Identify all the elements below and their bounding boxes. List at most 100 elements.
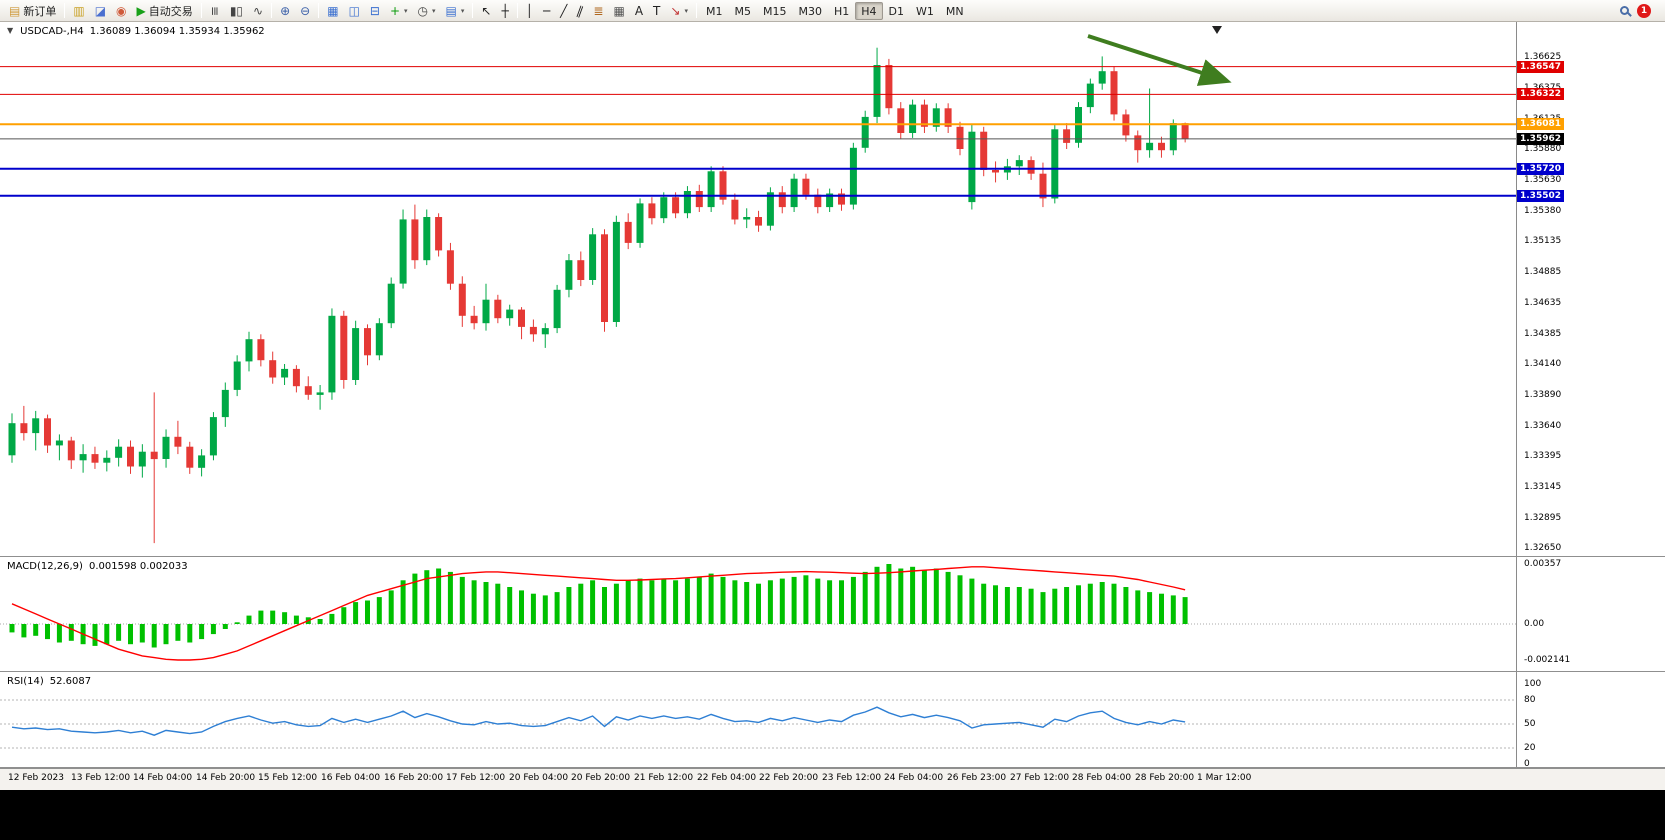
vertical-line-button[interactable]: │ <box>521 1 538 21</box>
panel-separator[interactable] <box>0 767 1665 768</box>
templates-button[interactable]: ▤ ▾ <box>441 1 470 21</box>
price-axis-label: 1.35135 <box>1524 236 1562 246</box>
arrange-windows-button[interactable]: ⊟ <box>365 1 385 21</box>
zoom-out-button[interactable]: ⊖ <box>295 1 315 21</box>
price-axis-label: 1.35380 <box>1524 206 1562 216</box>
cursor-button[interactable]: ↖ <box>476 1 496 21</box>
macd-panel: MACD(12,26,9) 0.001598 0.002033 0.00357 0… <box>0 557 1665 671</box>
time-axis-label: 12 Feb 2023 <box>8 773 65 783</box>
arrows-button[interactable]: ↘ ▾ <box>665 1 693 21</box>
price-axis-label: 1.35880 <box>1524 144 1562 154</box>
price-axis-label: 1.34635 <box>1524 298 1562 308</box>
new-order-button[interactable]: ▤ 新订单 <box>4 1 61 21</box>
timeframe-m30[interactable]: M30 <box>798 4 822 18</box>
price-level-tag: 1.36547 <box>1517 61 1564 73</box>
line-chart-button[interactable]: ∿ <box>248 1 268 21</box>
autotrading-button[interactable]: ▶ 自动交易 <box>132 1 198 21</box>
notification-badge[interactable]: 1 <box>1637 3 1651 18</box>
price-axis-label: 1.33145 <box>1524 482 1562 492</box>
toolbar-separator <box>516 3 518 18</box>
timeframe-m1[interactable]: M1 <box>705 4 723 18</box>
time-axis-label: 14 Feb 20:00 <box>196 773 256 783</box>
cursor-icon: ↖ <box>481 3 492 18</box>
trend-arrow-annotation[interactable] <box>1087 34 1232 86</box>
candlestick-chart-button[interactable]: ▮▯ <box>225 1 248 21</box>
timeframe-m5[interactable]: M5 <box>734 4 751 18</box>
rsi-axis-label: 0 <box>1524 759 1530 769</box>
scroll-position-marker-icon[interactable] <box>1212 26 1222 34</box>
arrows-icon: ↘ <box>670 3 681 18</box>
collapse-triangle-icon[interactable]: ▼ <box>7 26 14 35</box>
price-axis-label: 1.36625 <box>1524 52 1562 62</box>
refresh-icon: ◉ <box>116 3 127 18</box>
timeframe-m15[interactable]: M15 <box>762 4 787 18</box>
new-order-button-label: 新订单 <box>23 4 57 18</box>
price-axis-label: 1.33640 <box>1524 421 1562 431</box>
profiles-icon: ◪ <box>94 3 107 18</box>
shapes-button[interactable]: ▦ <box>608 1 629 21</box>
trendline-button[interactable]: ╱ <box>555 1 572 21</box>
time-axis[interactable]: 12 Feb 2023 13 Feb 12:00 14 Feb 04:00 14 Fe… <box>0 768 1665 790</box>
crosshair-icon: ┼ <box>501 3 509 18</box>
macd-axis-label: -0.002141 <box>1524 655 1571 665</box>
ohlc-values: 1.36089 1.36094 1.35934 1.35962 <box>89 26 265 37</box>
panel-separator[interactable] <box>0 556 1665 557</box>
timeframe-h4[interactable]: H4 <box>855 1 883 20</box>
zoom-in-button[interactable]: ⊕ <box>275 1 295 21</box>
fibonacci-button[interactable]: ≣ <box>588 1 608 21</box>
time-axis-label: 20 Feb 04:00 <box>509 773 569 783</box>
time-axis-label: 23 Feb 12:00 <box>822 773 882 783</box>
timeframe-d1[interactable]: D1 <box>888 4 904 18</box>
panel-separator[interactable] <box>0 671 1665 672</box>
price-axis-label: 1.32895 <box>1524 513 1562 523</box>
chart-title: ▼ USDCAD-,H4 1.36089 1.36094 1.35934 1.3… <box>7 26 265 37</box>
zoom-in-icon: ⊕ <box>280 3 291 18</box>
horizontal-line-button[interactable]: ─ <box>538 1 555 21</box>
rsi-plot[interactable] <box>0 672 1516 767</box>
label-button[interactable]: T <box>648 1 665 21</box>
time-axis-label: 22 Feb 20:00 <box>759 773 819 783</box>
profiles-button[interactable]: ◪ <box>90 1 111 21</box>
time-axis-label: 27 Feb 12:00 <box>1010 773 1070 783</box>
crosshair-button[interactable]: ┼ <box>496 1 513 21</box>
rsi-value-label: 52.6087 <box>49 676 92 687</box>
time-axis-label: 26 Feb 23:00 <box>947 773 1007 783</box>
toolbar-separator <box>271 3 273 18</box>
macd-values-label: 0.001598 0.002033 <box>88 561 188 572</box>
vertical-line-icon: │ <box>525 3 533 18</box>
price-axis-label: 1.32650 <box>1524 543 1562 553</box>
timeframe-mn[interactable]: MN <box>945 4 964 18</box>
rsi-name-label: RSI(14) <box>7 676 44 687</box>
charts-button[interactable]: ▥ <box>68 1 89 21</box>
bar-chart-button[interactable]: ≡ <box>205 1 225 21</box>
tile-windows-icon: ▦ <box>327 3 339 18</box>
toolbar-separator <box>200 3 202 18</box>
price-level-tag: 1.36322 <box>1517 88 1564 100</box>
horizontal-line-icon: ─ <box>542 3 551 18</box>
periods-button[interactable]: ◷ ▾ <box>413 1 441 21</box>
text-icon: A <box>634 3 644 18</box>
timeframe-w1[interactable]: W1 <box>915 4 934 18</box>
timeframe-h1[interactable]: H1 <box>833 4 850 18</box>
price-axis-label: 1.33395 <box>1524 451 1562 461</box>
cascade-windows-icon: ◫ <box>348 3 360 18</box>
channel-button[interactable]: ∥ <box>572 1 588 21</box>
time-axis-label: 14 Feb 04:00 <box>133 773 193 783</box>
search-icon[interactable] <box>1620 6 1629 15</box>
refresh-button[interactable]: ◉ <box>111 1 131 21</box>
candlestick-chart[interactable] <box>0 22 1516 556</box>
dropdown-caret-icon: ▾ <box>684 6 688 15</box>
macd-plot[interactable] <box>0 557 1516 671</box>
tile-windows-button[interactable]: ▦ <box>322 1 343 21</box>
text-button[interactable]: A <box>630 1 648 21</box>
time-axis-label: 15 Feb 12:00 <box>258 773 318 783</box>
rsi-axis-label: 80 <box>1524 695 1536 705</box>
candlestick-chart-icon: ▮▯ <box>229 3 244 18</box>
indicators-button[interactable]: + ▾ <box>385 1 413 21</box>
toolbar-separator <box>318 3 320 18</box>
cascade-windows-button[interactable]: ◫ <box>344 1 365 21</box>
time-axis-label: 21 Feb 12:00 <box>634 773 694 783</box>
charts-icon: ▥ <box>73 3 85 18</box>
arrange-windows-icon: ⊟ <box>369 3 380 18</box>
price-axis-border <box>1516 22 1517 768</box>
